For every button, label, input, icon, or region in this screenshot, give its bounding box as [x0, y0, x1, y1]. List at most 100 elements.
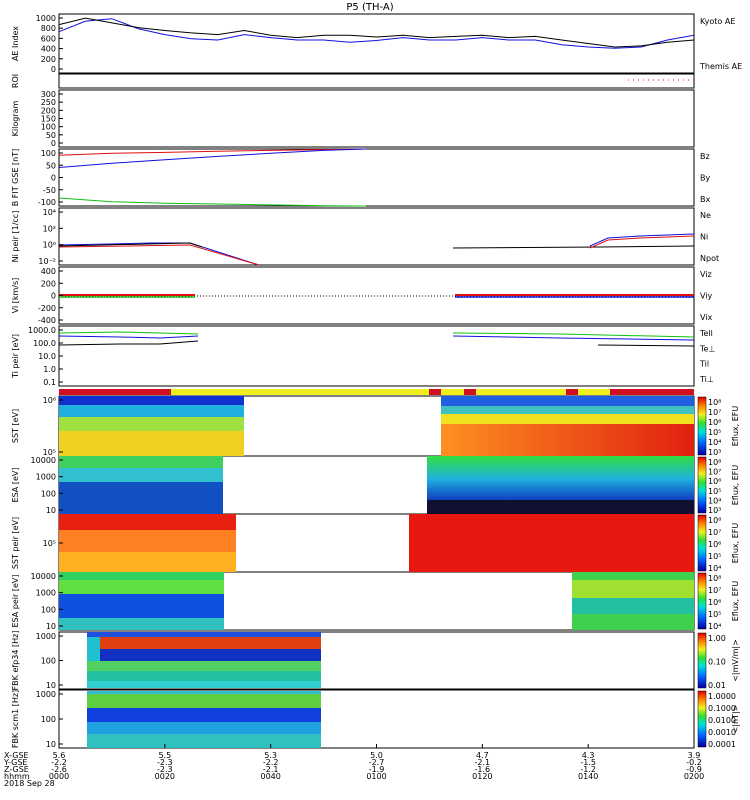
ytick-ti: 10.0 — [38, 352, 56, 361]
ytick-esa_i: 10 — [46, 622, 56, 631]
ytick-vi: 0 — [51, 292, 56, 301]
colorbar-label: <|nT|> — [731, 705, 740, 734]
ylabel-esa_i: ESA peir [eV] — [11, 575, 20, 628]
colorbar-tick: 0.10 — [708, 658, 726, 667]
ytick-kp: 150 — [41, 115, 56, 124]
colorbar-tick: 0.1000 — [708, 704, 736, 713]
ytick-esa_e: 1000 — [36, 473, 56, 482]
axis-row-label: Z-GSE — [4, 765, 29, 774]
ytick-esa_e: 100 — [41, 489, 56, 498]
position-tick: 4.7 — [476, 751, 489, 760]
ylabel-sst_i: SST peir [eV] — [11, 517, 20, 569]
legend-ti: Til — [699, 360, 709, 369]
colorbar-tick: 0.0010 — [708, 728, 736, 737]
position-tick: -0.2 — [686, 758, 702, 767]
time-tick-label: 0140 — [578, 772, 598, 781]
fbk-bfield-spectrogram — [87, 691, 321, 748]
ylabel-fbk_b: FBK scm1 [Hz] — [11, 690, 20, 748]
ytick-fbk_e: 10 — [46, 681, 56, 690]
legend-ni: Ne — [700, 211, 711, 220]
ytick-esa_e: 10 — [46, 506, 56, 515]
colorbar-tick: 0.0100 — [708, 716, 736, 725]
colorbar-label: <|mV/m|> — [731, 639, 740, 682]
colorbar-sst_i — [697, 514, 707, 572]
axis-row-label: X-GSE — [4, 751, 29, 760]
ytick-esa_i: 100 — [41, 605, 56, 614]
axis-row-label: Y-GSE — [3, 758, 27, 767]
legend-ni: Npot — [700, 254, 719, 263]
position-tick: 3.9 — [688, 751, 701, 760]
axis-date: 2018 Sep 28 — [4, 779, 55, 788]
ytick-bfit: 100 — [41, 149, 56, 158]
ylabel-fbk_e: FBK efp34 [Hz] — [11, 631, 20, 691]
colorbar-label: Eflux, EFU — [731, 581, 740, 622]
colorbar-tick: 10⁴ — [708, 564, 721, 573]
colorbar-tick: 10⁴ — [708, 438, 721, 447]
axis-row-label: hhmm — [4, 772, 30, 781]
legend-bfit: By — [700, 174, 710, 183]
position-tick: 5.0 — [370, 751, 383, 760]
colorbar-tick: 10⁷ — [708, 408, 721, 417]
position-tick: -0.9 — [686, 765, 702, 774]
ytick-fbk_b: 10 — [46, 740, 56, 749]
line-series — [58, 17, 695, 207]
position-tick: 5.3 — [264, 751, 277, 760]
esa-electron-spectrogram — [59, 456, 694, 514]
colorbar-label: Eflux, EFU — [731, 465, 740, 506]
ytick-kp: 100 — [41, 123, 56, 132]
position-tick: 4.3 — [582, 751, 595, 760]
colorbar-tick: 10³ — [708, 448, 721, 457]
ytick-kp: 250 — [41, 98, 56, 107]
position-tick: -1.9 — [369, 765, 385, 774]
time-tick-label: 0100 — [366, 772, 386, 781]
velocity-traces — [59, 294, 694, 298]
series-line-bfit — [58, 148, 366, 168]
colorbar-tick: 10⁶ — [708, 540, 721, 549]
temperature-traces — [58, 331, 695, 347]
legend-vi: Viy — [700, 292, 713, 301]
legend-vi: Viz — [700, 270, 712, 279]
panel-frame-roi — [58, 73, 695, 89]
legend-bfit: Bx — [700, 195, 710, 204]
colorbar-tick: 0.0001 — [708, 740, 736, 749]
plot-title: P5 (TH-A) — [346, 2, 393, 13]
ytick-vi: 400 — [41, 267, 56, 276]
ytick-ti: 0.1 — [43, 378, 56, 387]
legend-ti: Ti⊥ — [699, 375, 714, 384]
ytick-ni: 10⁴ — [43, 208, 56, 217]
legend-vi: Vix — [700, 313, 713, 322]
ytick-kp: 0 — [51, 139, 56, 148]
ylabel-kp: Kilogram — [11, 100, 20, 136]
ytick-bfit: -100 — [38, 198, 56, 207]
colorbar-tick: 10⁵ — [708, 487, 721, 496]
colorbar-tick: 1.0000 — [708, 692, 736, 701]
sst-electron-spectrogram — [59, 396, 694, 456]
panel-frame-ae — [58, 13, 695, 74]
colorbar-tick: 10⁴ — [708, 622, 721, 631]
ylabel-roi: ROI — [11, 74, 20, 88]
position-tick: -2.7 — [369, 758, 385, 767]
position-tick: 5.5 — [158, 751, 171, 760]
ytick-fbk_b: 100 — [41, 715, 56, 724]
position-tick: -2.3 — [157, 765, 173, 774]
colorbar-tick: 10⁷ — [708, 586, 721, 595]
colorbar-tick: 10⁶ — [708, 477, 721, 486]
ylabel-ti: Ti peir [eV] — [11, 334, 20, 379]
colorbar-label: Eflux, EFU — [731, 406, 740, 447]
position-tick: -2.2 — [263, 758, 279, 767]
ytick-ae: 400 — [41, 45, 56, 54]
colorbar-tick: 10⁵ — [708, 610, 721, 619]
legend-ti: Te⊥ — [699, 344, 715, 353]
colorbar-label: Eflux, EFU — [731, 523, 740, 564]
ytick-fbk_e: 100 — [41, 657, 56, 666]
position-tick: -2.1 — [263, 765, 279, 774]
ytick-fbk_e: 1000 — [36, 632, 56, 641]
colorbar-esa_e — [697, 456, 707, 514]
time-tick-label: 0120 — [472, 772, 492, 781]
ytick-esa_i: 10000 — [31, 572, 56, 581]
ytick-ae: 0 — [51, 65, 56, 74]
ytick-sst_e: 10⁶ — [43, 396, 56, 405]
position-tick: -1.2 — [580, 765, 596, 774]
mode-bar — [59, 389, 694, 395]
